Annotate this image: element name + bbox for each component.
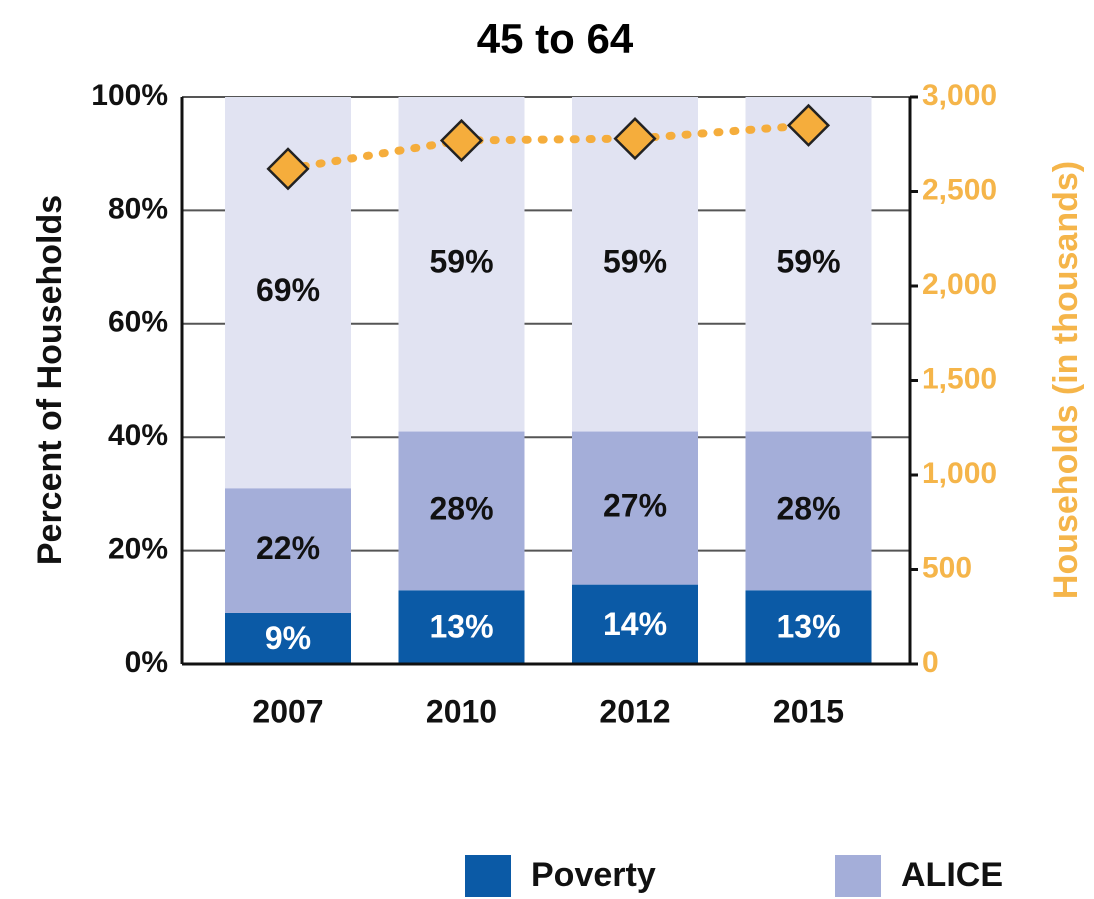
bar-segment <box>745 431 872 591</box>
y2-tick-label: 1,000 <box>922 457 997 490</box>
data-label: 59% <box>776 244 840 280</box>
bar-segment <box>745 590 872 664</box>
y-tick-label: 60% <box>108 306 168 339</box>
data-label: 28% <box>429 490 493 526</box>
y2-axis-label: Households (in thousands) <box>1047 161 1085 599</box>
x-tick-label: 2015 <box>773 693 844 729</box>
data-label: 14% <box>603 606 667 642</box>
y-tick-label: 100% <box>91 79 168 112</box>
data-label: 28% <box>776 490 840 526</box>
y2-tick-label: 2,500 <box>922 173 997 206</box>
bar-segment <box>745 97 872 432</box>
line <box>284 121 813 173</box>
x-tick-label: 2007 <box>252 693 323 729</box>
bar-segment <box>398 431 525 591</box>
x-tick-label: 2012 <box>599 693 670 729</box>
bar-segment <box>572 431 698 585</box>
y-tick-label: 0% <box>125 646 168 679</box>
point <box>266 147 310 191</box>
y2-tick-label: 2,000 <box>922 268 997 301</box>
y2-tick-label: 0 <box>922 646 939 679</box>
legend-label: ALICE <box>901 856 1003 894</box>
data-label: 69% <box>256 272 320 308</box>
data-label: 59% <box>429 244 493 280</box>
y2-tick-label: 1,500 <box>922 362 997 395</box>
point <box>439 118 484 163</box>
bar-segment <box>225 612 351 664</box>
data-label: 13% <box>776 609 840 645</box>
y2-tick-label: 3,000 <box>922 79 997 112</box>
legend-swatch <box>835 855 881 897</box>
point <box>786 103 831 147</box>
bar-segment <box>572 584 698 664</box>
x-tick-label: 2010 <box>426 693 497 729</box>
data-label: 59% <box>603 244 667 280</box>
data-label: 22% <box>256 530 320 566</box>
bar-segment <box>398 590 525 664</box>
data-label: 9% <box>265 620 311 656</box>
data-label: 27% <box>603 488 667 524</box>
y-tick-label: 40% <box>108 419 168 452</box>
y2-tick-label: 500 <box>922 551 972 584</box>
y-tick-label: 20% <box>108 533 168 566</box>
legend-label: Poverty <box>531 856 656 894</box>
y-tick-label: 80% <box>108 192 168 225</box>
data-label: 13% <box>429 609 493 645</box>
y-axis-label: Percent of Households <box>31 195 69 565</box>
point <box>613 117 657 161</box>
bar-segment <box>225 488 351 613</box>
chart-title: 45 to 64 <box>477 15 634 62</box>
legend-swatch <box>465 855 511 897</box>
